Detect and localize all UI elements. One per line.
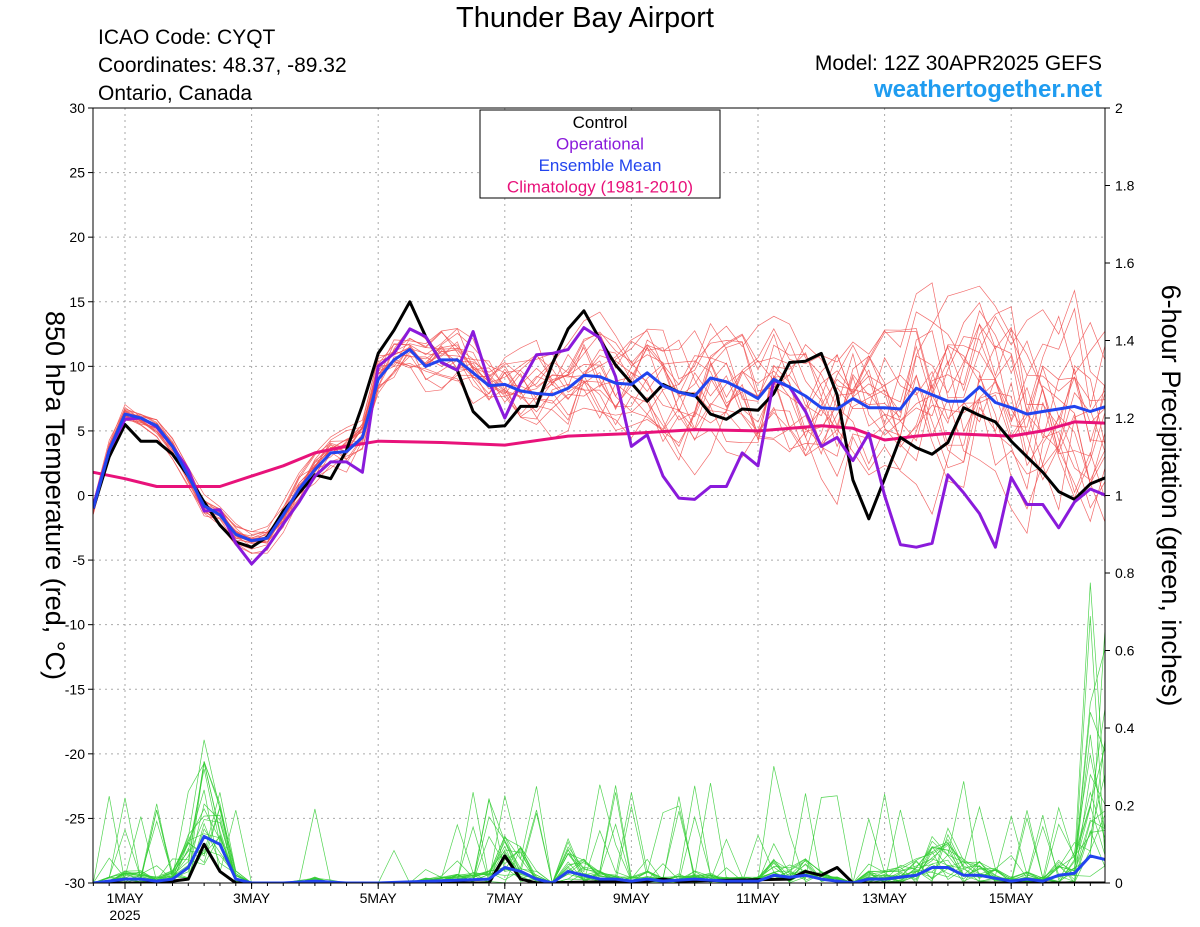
right-tick-label: 1.4 (1115, 333, 1135, 349)
right-tick-label: 0.8 (1115, 565, 1135, 581)
left-tick-label: -15 (65, 681, 85, 697)
x-tick-label: 11MAY (736, 890, 780, 906)
precip-member-line (93, 736, 1105, 883)
legend-entry: Ensemble Mean (539, 156, 662, 175)
legend-box (479, 109, 721, 199)
left-tick-label: 5 (77, 423, 85, 439)
right-tick-label: 0.2 (1115, 798, 1135, 814)
left-tick-label: 25 (69, 165, 85, 181)
left-tick-label: 20 (69, 229, 85, 245)
right-tick-label: 2 (1115, 100, 1123, 116)
right-tick-label: 1 (1115, 488, 1123, 504)
right-axis-title: 6-hour Precipitation (green, inches) (1156, 285, 1186, 707)
x-tick-label: 3MAY (233, 890, 271, 906)
data-series (93, 300, 1105, 883)
legend-entry: Control (573, 113, 628, 132)
series-line-4 (93, 842, 1105, 883)
brand-link[interactable]: weathertogether.net (873, 76, 1102, 103)
left-tick-label: -25 (65, 810, 85, 826)
series-line-1 (93, 326, 1105, 566)
right-tick-label: 0.4 (1115, 720, 1135, 736)
temperature-member-line (93, 345, 1105, 543)
icao-code: ICAO Code: CYQT (98, 26, 276, 49)
legend: Control Operational Ensemble Mean Climatolo… (479, 109, 721, 199)
x-tick-label: 5MAY (360, 890, 398, 906)
grid-lines (93, 108, 1105, 883)
right-tick-label: 0.6 (1115, 643, 1135, 659)
left-tick-label: 0 (77, 488, 85, 504)
left-tick-label: -30 (65, 875, 85, 891)
right-tick-label: 1.6 (1115, 255, 1135, 271)
right-tick-label: 1.8 (1115, 178, 1135, 194)
series-line-3 (93, 420, 1105, 488)
series-line-2 (93, 348, 1105, 543)
right-tick-label: 0 (1115, 875, 1123, 891)
temperature-member-line (93, 315, 1105, 544)
x-tick-label: 15MAY (989, 890, 1035, 906)
x-tick-label: 13MAY (862, 890, 908, 906)
x-tick-label: 7MAY (486, 890, 524, 906)
precip-member-line (93, 623, 1105, 883)
precip-member-line (93, 792, 1105, 883)
left-tick-label: -10 (65, 617, 85, 633)
temperature-member-line (93, 315, 1105, 544)
model-run: Model: 12Z 30APR2025 GEFS (814, 52, 1102, 75)
page-title: Thunder Bay Airport (456, 2, 714, 34)
x-tick-label: 1MAY (106, 890, 144, 906)
right-tick-label: 1.2 (1115, 410, 1135, 426)
x-tick-sublabel: 2025 (109, 907, 140, 923)
coordinates: Coordinates: 48.37, -89.32 (98, 54, 347, 77)
axes: -30-25-20-15-10-505101520253000.20.40.60… (40, 100, 1186, 923)
legend-entry: Climatology (1981-2010) (507, 178, 693, 197)
left-tick-label: 15 (69, 294, 85, 310)
temperature-member-line (93, 323, 1105, 537)
left-tick-label: -5 (73, 552, 86, 568)
left-tick-label: 30 (69, 100, 85, 116)
precip-member-line (93, 616, 1105, 883)
left-tick-label: -20 (65, 746, 85, 762)
left-axis-title: 850 hPa Temperature (red, °C) (40, 311, 70, 680)
legend-entry: Operational (556, 135, 644, 154)
region-label: Ontario, Canada (98, 82, 253, 105)
series-line-5 (93, 835, 1105, 883)
x-tick-label: 9MAY (613, 890, 651, 906)
left-tick-label: 10 (69, 358, 85, 374)
